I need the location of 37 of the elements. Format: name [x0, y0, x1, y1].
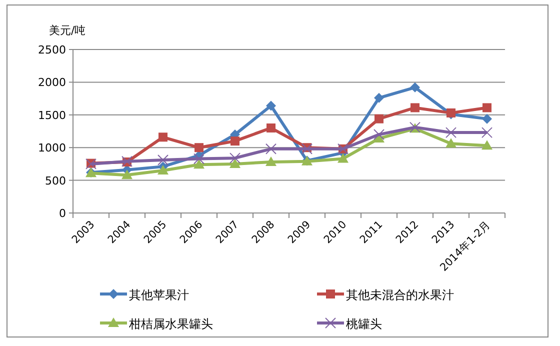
point	[482, 127, 492, 138]
point	[482, 114, 492, 124]
legend-label: 桃罐头	[346, 317, 382, 331]
y-tick-label: 1000	[38, 142, 66, 155]
point	[158, 164, 168, 174]
point	[410, 82, 420, 92]
point	[230, 152, 240, 164]
y-tick-label: 0	[59, 207, 66, 220]
y-tick-label: 1500	[38, 108, 66, 122]
point	[122, 170, 132, 180]
y-tick-label: 500	[45, 174, 66, 188]
point	[266, 123, 276, 132]
point	[158, 132, 168, 142]
point	[230, 158, 240, 168]
point	[194, 143, 204, 152]
point	[266, 143, 276, 154]
legend-label: 其他未混合的水果汁	[346, 288, 454, 302]
point	[266, 100, 276, 111]
point	[446, 138, 456, 148]
point	[158, 154, 168, 166]
legend-label: 柑桔属水果罐头	[128, 317, 213, 331]
legend-label: 其他苹果汁	[129, 288, 189, 302]
point	[374, 92, 384, 103]
point	[194, 153, 204, 164]
y-tick-label: 2000	[38, 76, 66, 90]
point	[482, 140, 492, 150]
point	[482, 103, 492, 112]
point	[410, 103, 420, 112]
point	[374, 129, 384, 140]
point	[266, 156, 276, 166]
y-axis-title: 美元/吨	[49, 24, 86, 37]
point	[230, 136, 240, 146]
point	[374, 114, 384, 124]
point	[194, 159, 204, 169]
point	[338, 153, 348, 163]
point	[446, 127, 456, 138]
y-tick-label: 2500	[38, 44, 66, 56]
